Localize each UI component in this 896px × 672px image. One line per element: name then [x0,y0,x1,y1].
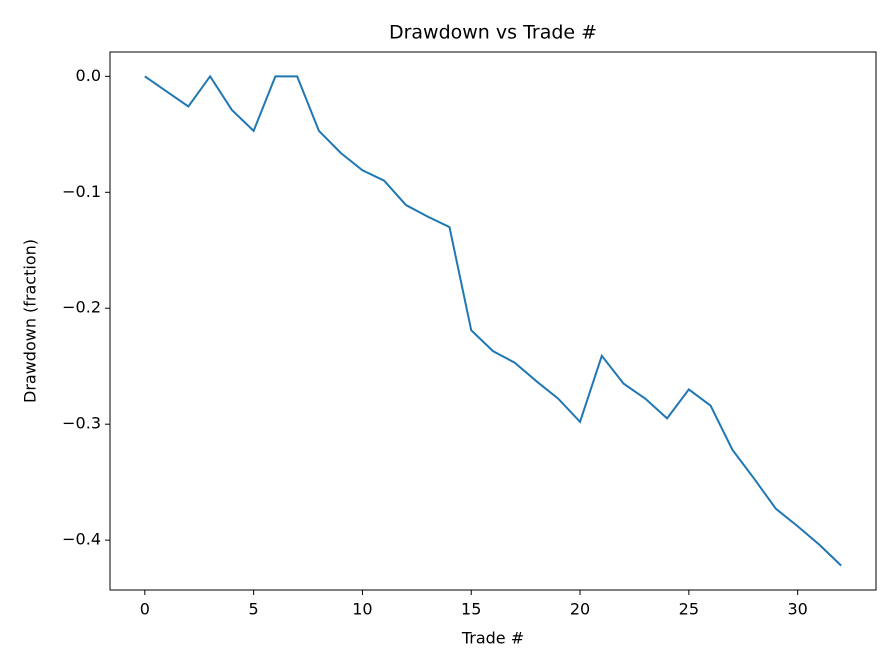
x-tick-label: 5 [249,600,259,619]
data-line [144,74,842,567]
x-tick-label: 10 [352,600,372,619]
x-tick-label: 20 [570,600,590,619]
x-tick-label: 25 [679,600,699,619]
x-tick-label: 30 [787,600,807,619]
plot-frame [109,51,877,591]
y-tick-label: 0.0 [76,66,101,85]
y-tick-label: −0.4 [62,530,101,549]
y-tick-label: −0.1 [62,182,101,201]
x-tick-label: 0 [140,600,150,619]
x-tick-label: 15 [461,600,481,619]
y-tick-label: −0.2 [62,298,101,317]
chart-title: Drawdown vs Trade # [389,22,597,44]
y-axis-label: Drawdown (fraction) [21,239,40,403]
y-tick-label: −0.3 [62,414,101,433]
x-axis-label: Trade # [461,629,524,648]
